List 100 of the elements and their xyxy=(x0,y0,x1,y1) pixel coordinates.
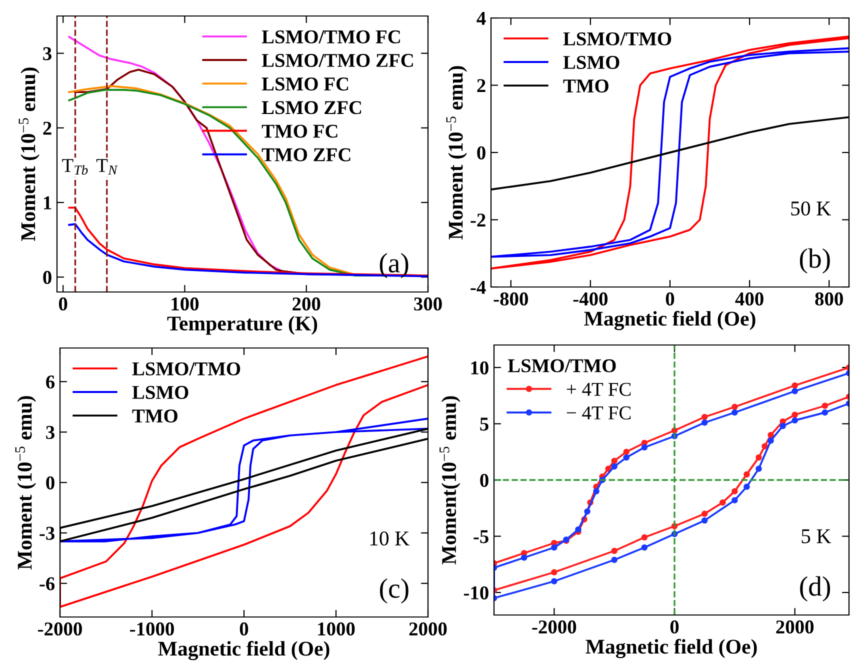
point xyxy=(551,544,558,551)
line-series xyxy=(68,206,428,277)
x-tick-label: -1000 xyxy=(130,622,174,636)
legend-label: LSMO/TMO xyxy=(563,32,672,46)
x-tick-label: 2000 xyxy=(409,622,447,636)
ref-line-label: T$_{N}$ xyxy=(96,159,118,175)
legend-title: LSMO/TMO xyxy=(508,359,616,372)
point xyxy=(641,444,648,450)
x-axis-title: Temperature (K) xyxy=(167,316,318,335)
point xyxy=(720,499,726,506)
point xyxy=(792,382,798,389)
y-tick-label: 10 xyxy=(471,361,488,374)
point xyxy=(732,488,738,494)
x-tick-label: 0 xyxy=(670,620,679,634)
y-tick-label: 2 xyxy=(43,122,52,135)
x-tick-label: 0 xyxy=(666,292,674,306)
x-tick-label: 100 xyxy=(172,297,199,311)
point xyxy=(744,484,750,490)
x-tick-label: -2000 xyxy=(38,622,82,636)
line-series xyxy=(60,355,428,608)
point xyxy=(756,454,762,461)
legend-label: + 4T FC xyxy=(566,382,631,396)
y-axis-title: Moment (10$^{−5}$ emu) xyxy=(15,396,36,570)
y-axis-title: Moment (10$^{−5}$ emu) xyxy=(446,66,468,240)
annotation: (b) xyxy=(800,248,830,274)
x-tick-label: 2000 xyxy=(776,620,814,634)
y-tick-label: -5 xyxy=(474,530,488,544)
y-tick-label: 3 xyxy=(43,47,52,60)
point xyxy=(780,422,786,430)
y-axis-title: Moment(10$^{−5}$ emu) xyxy=(440,396,460,564)
point xyxy=(768,432,774,438)
point xyxy=(551,578,558,584)
x-tick-label: 0 xyxy=(58,297,68,311)
annotation: (d) xyxy=(800,576,830,602)
ref-line-label: T$_{Tb}$ xyxy=(62,159,88,175)
point xyxy=(744,471,750,478)
y-tick-label: 6 xyxy=(46,375,55,389)
point xyxy=(701,510,708,517)
point xyxy=(623,454,630,461)
y-tick-label: 0 xyxy=(46,476,54,490)
y-tick-label: 3 xyxy=(46,426,54,439)
point xyxy=(575,526,582,533)
point xyxy=(611,458,618,464)
x-axis-title: Magnetic field (Oe) xyxy=(586,638,757,658)
y-tick-label: -6 xyxy=(40,577,55,590)
point xyxy=(611,548,618,554)
y-tick-label: 2 xyxy=(477,79,486,92)
legend-label: LSMO xyxy=(132,386,188,399)
legend-label: LSMO/TMO ZFC xyxy=(262,54,413,67)
x-tick-label: -400 xyxy=(573,292,608,306)
point xyxy=(641,534,648,540)
point xyxy=(732,404,738,410)
point xyxy=(520,554,528,561)
legend-label: TMO ZFC xyxy=(262,148,350,162)
legend-label: TMO xyxy=(563,80,608,93)
x-tick-label: 300 xyxy=(414,297,442,311)
point xyxy=(611,463,618,470)
x-tick-label: -2000 xyxy=(532,620,576,634)
x-tick-label: 200 xyxy=(292,297,320,311)
point xyxy=(623,448,630,455)
point xyxy=(768,438,774,444)
x-axis-title: Magnetic field (Oe) xyxy=(584,310,756,330)
y-tick-label: 0 xyxy=(480,474,488,487)
point xyxy=(732,409,738,416)
point xyxy=(822,409,828,416)
y-tick-label: 0 xyxy=(43,270,52,284)
y-tick-label: -4 xyxy=(470,280,486,294)
annotation: (a) xyxy=(380,253,408,278)
point xyxy=(593,488,600,494)
x-tick-label: 0 xyxy=(240,622,248,636)
point xyxy=(701,420,708,426)
line-series xyxy=(68,223,428,278)
y-axis-title: Moment (10$^{−5}$ emu) xyxy=(18,68,40,242)
y-tick-label: -10 xyxy=(464,586,488,600)
y-tick-label: -2 xyxy=(470,214,486,226)
y-tick-label: 5 xyxy=(480,418,488,431)
legend-label: LSMO/TMO xyxy=(132,362,240,376)
x-tick-label: 800 xyxy=(815,292,843,306)
legend-label: TMO FC xyxy=(262,124,338,138)
y-tick-label: 4 xyxy=(476,12,486,25)
point xyxy=(762,443,768,450)
x-tick-label: -800 xyxy=(494,292,528,306)
point xyxy=(551,569,558,576)
point xyxy=(701,517,708,524)
point xyxy=(611,556,618,563)
legend-label: TMO xyxy=(132,410,178,423)
point xyxy=(756,466,762,472)
legend-label: LSMO FC xyxy=(262,78,348,91)
point xyxy=(792,388,798,394)
annotation: 50 K xyxy=(791,201,831,216)
legend-label: LSMO ZFC xyxy=(262,101,362,114)
legend-label: LSMO/TMO FC xyxy=(262,30,400,44)
x-tick-label: 400 xyxy=(735,292,764,306)
point xyxy=(792,417,798,424)
point xyxy=(605,466,612,472)
legend-label: − 4T FC xyxy=(566,406,631,420)
point xyxy=(701,414,708,420)
point xyxy=(584,508,590,515)
y-tick-label: 1 xyxy=(44,196,52,210)
annotation: 5 K xyxy=(802,529,832,544)
